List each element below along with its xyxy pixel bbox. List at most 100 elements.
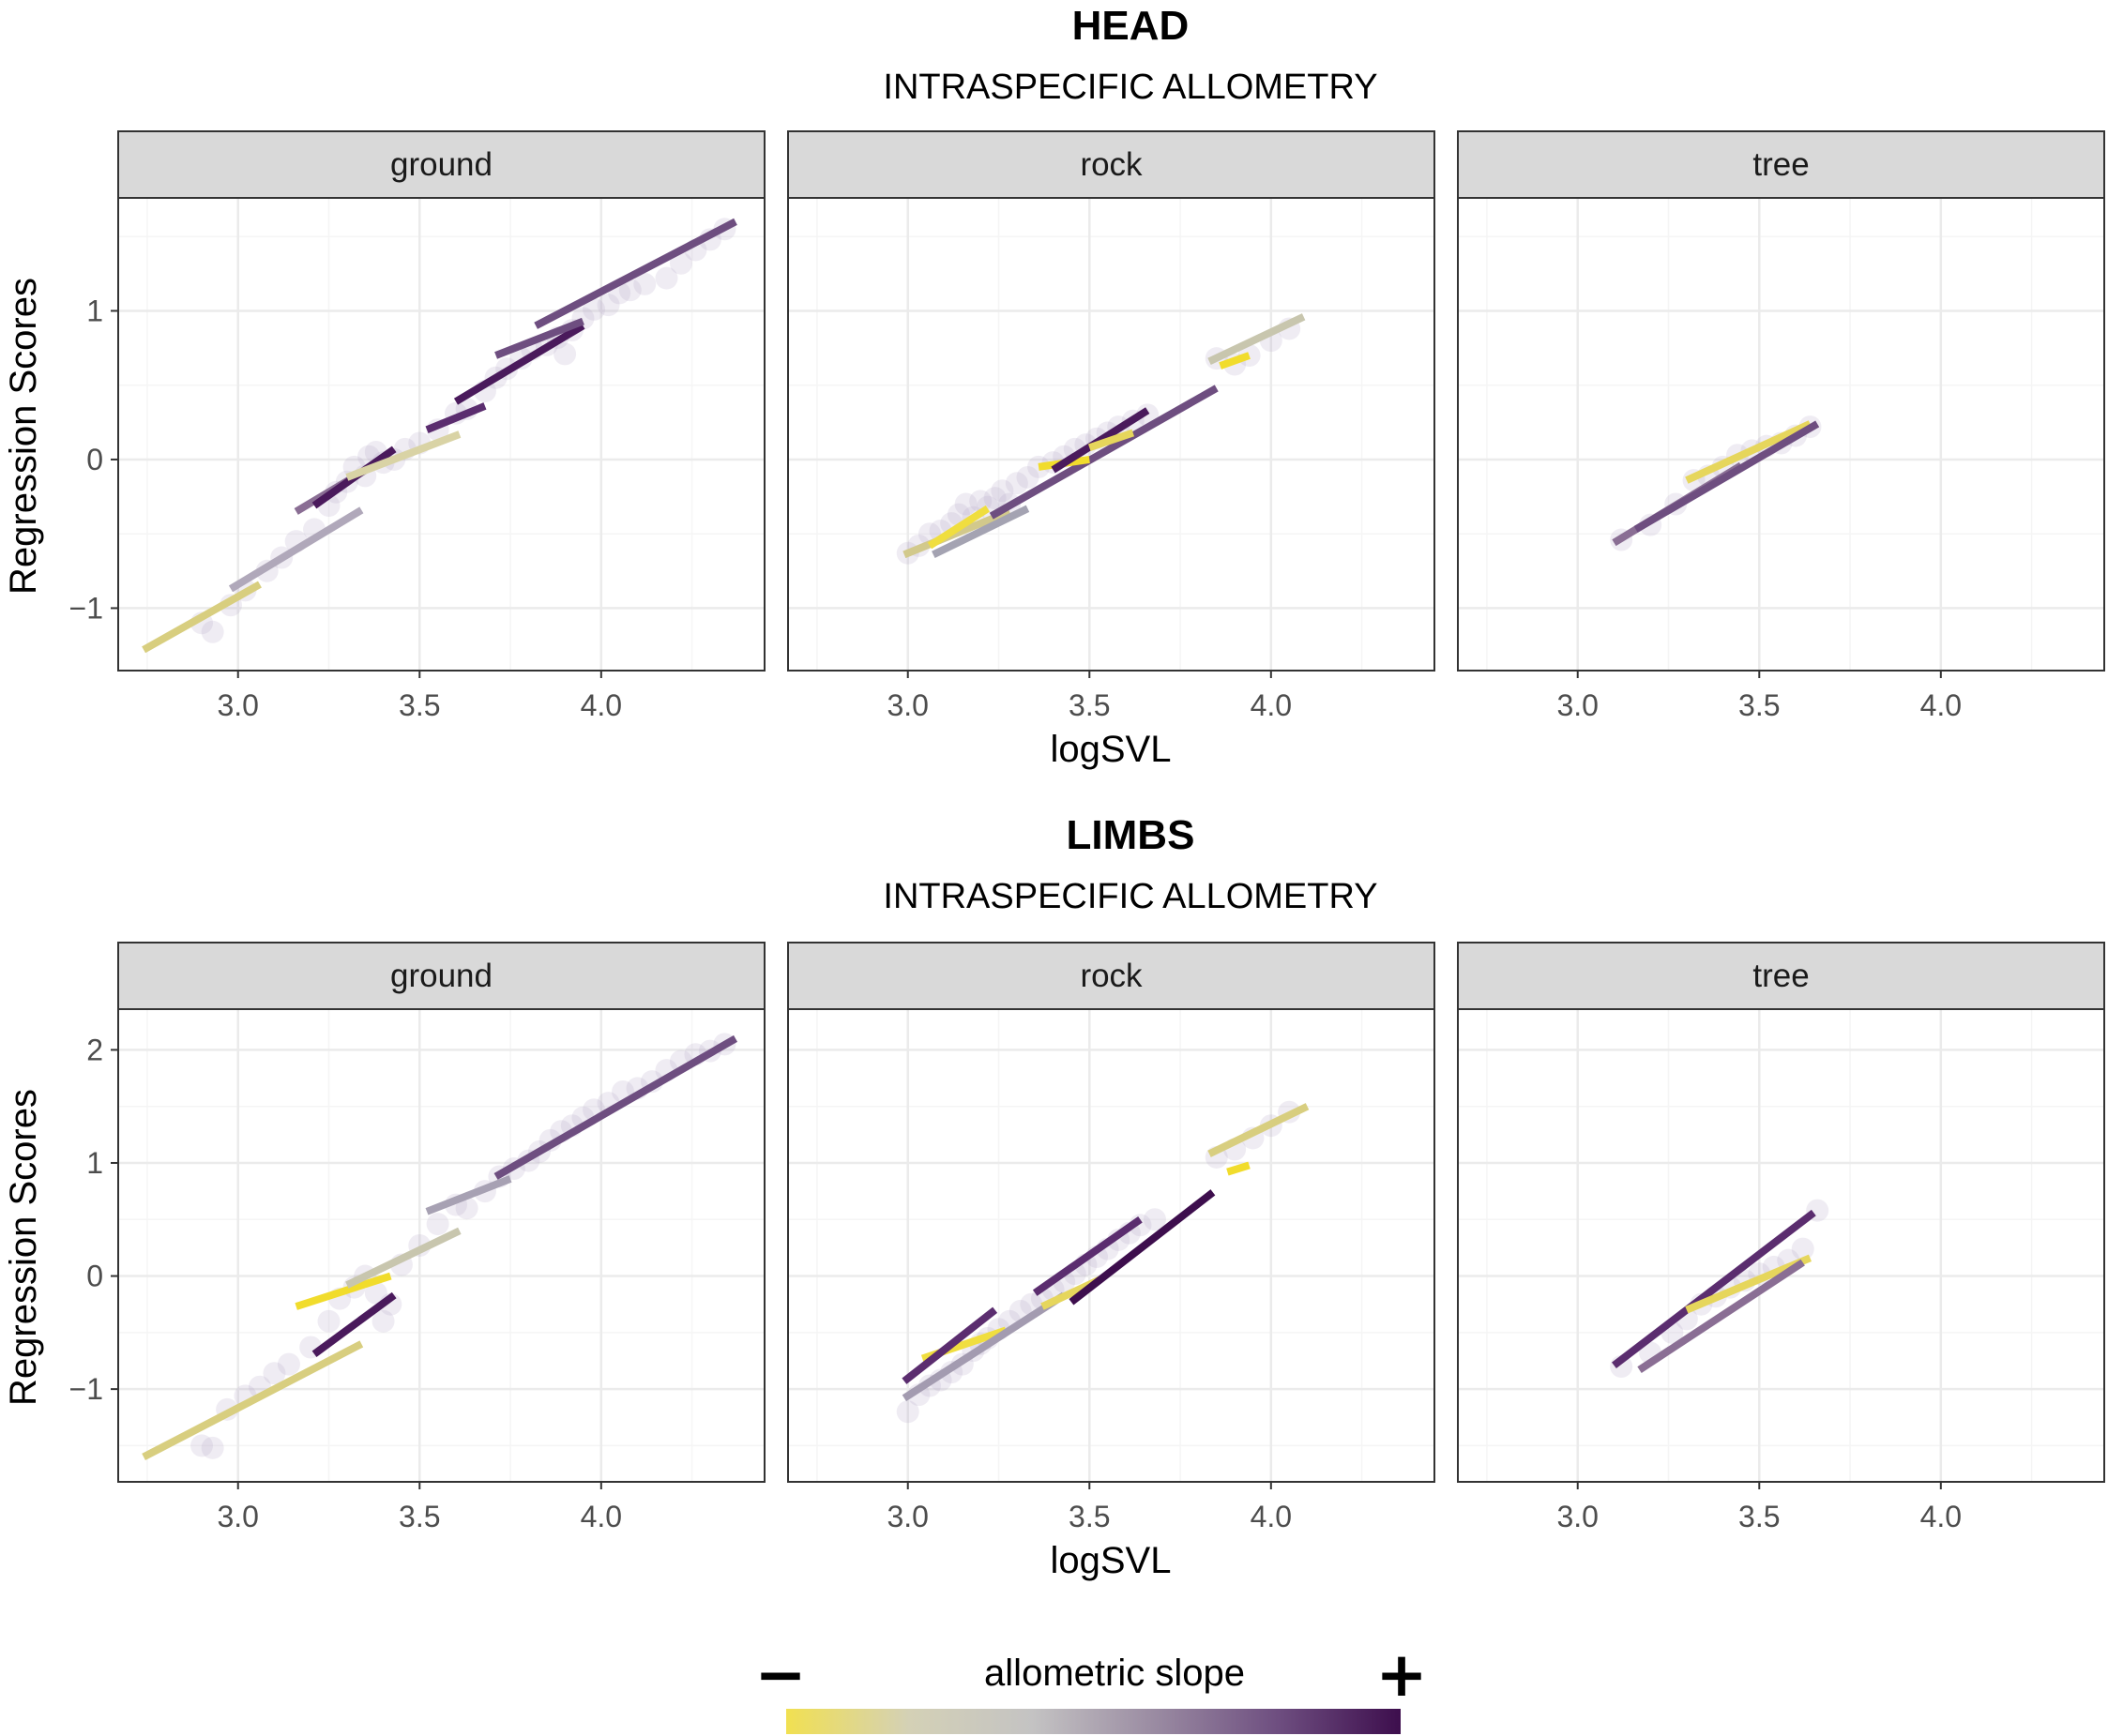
limbs-rock-regression-line (1032, 1215, 1143, 1296)
limbs-tree-x-tick-label: 3.5 (1738, 1500, 1780, 1533)
limbs-ground-y-tick-label: −1 (69, 1372, 103, 1406)
head-tree-regression-line (1633, 420, 1820, 533)
legend-title: allometric slope (984, 1653, 1245, 1694)
limbs-rock-x-tick-label: 3.0 (887, 1500, 928, 1533)
head-ground-x-tick-label: 4.0 (581, 688, 622, 722)
head-ground-data-point (655, 266, 678, 290)
limbs-ground-y-tick-label: 0 (86, 1260, 103, 1293)
head-tree-regression-line (1685, 420, 1812, 484)
limbs-ground-regression-line (425, 1175, 512, 1215)
limbs-tree-x-tick-label: 3.0 (1556, 1500, 1598, 1533)
limbs-ground-y-tick-label: 1 (86, 1146, 103, 1180)
head-ground-data-point (554, 342, 577, 366)
legend-colorbar (786, 1709, 1401, 1734)
head-ground-data-point (669, 251, 692, 275)
limbs-subtitle: INTRASPECIFIC ALLOMETRY (883, 877, 1377, 916)
head-panel-rock: rock 3.0 3.5 4.0 (787, 130, 1435, 722)
limbs-panel-ground: ground 3.0 3.5 4.0 −1 0 1 2 (69, 942, 766, 1533)
limbs-rock-strip (787, 942, 1435, 1010)
head-rock-data-point (983, 487, 1007, 510)
legend-plus-sign: + (1375, 1638, 1427, 1711)
limbs-ground-data-point (201, 1436, 224, 1459)
head-panel-tree: tree 3.0 3.5 4.0 (1457, 130, 2105, 722)
head-y-axis-title: Regression Scores (3, 278, 44, 595)
limbs-ground-x-tick-label: 3.5 (399, 1500, 440, 1533)
legend-minus-sign: − (754, 1638, 806, 1711)
limbs-rock-regression-line (902, 1291, 1067, 1402)
limbs-tree-x-tick-label: 4.0 (1920, 1500, 1962, 1533)
head-tree-x-tick-label: 3.5 (1738, 688, 1780, 722)
limbs-rock-x-tick-label: 4.0 (1251, 1500, 1292, 1533)
head-tree-panel-border (1457, 197, 2105, 672)
limbs-rock-regression-line (1069, 1189, 1216, 1306)
limbs-tree-regression-line (1612, 1209, 1816, 1368)
head-ground-regression-line (494, 317, 584, 359)
limbs-y-axis-title: Regression Scores (3, 1089, 44, 1406)
head-rock-x-tick-label: 3.5 (1069, 688, 1110, 722)
head-tree-x-tick-label: 3.0 (1556, 688, 1598, 722)
limbs-ground-regression-line (295, 1272, 392, 1310)
head-ground-x-tick-label: 3.0 (217, 688, 258, 722)
head-rock-regression-line (1087, 429, 1135, 452)
head-rock-data-point (991, 479, 1014, 503)
head-rock-regression-line (902, 507, 1011, 559)
head-rock-regression-line (1219, 352, 1251, 370)
head-tree-x-tick-label: 4.0 (1920, 688, 1962, 722)
head-ground-regression-line (345, 430, 462, 481)
head-ground-data-point (597, 294, 620, 317)
limbs-title: LIMBS (1067, 812, 1195, 858)
limbs-tree-strip-label: tree (1752, 958, 1809, 994)
limbs-rock-regression-line (1207, 1103, 1310, 1157)
head-rock-panel-border (787, 197, 1435, 672)
limbs-ground-regression-line (142, 1340, 364, 1461)
head-rock-regression-line (1207, 313, 1306, 365)
limbs-rock-plot-background (788, 1009, 1434, 1482)
head-ground-regression-line (425, 402, 487, 433)
head-panel-ground: ground 3.0 3.5 4.0 −1 0 1 (69, 130, 766, 722)
limbs-ground-panel-border (117, 1008, 766, 1483)
limbs-ground-regression-line (345, 1227, 462, 1289)
head-ground-regression-line (453, 322, 585, 405)
head-rock-data-point (954, 492, 978, 516)
limbs-panel-rock: rock 3.0 3.5 4.0 (787, 942, 1435, 1533)
limbs-ground-data-point (277, 1352, 300, 1376)
head-ground-regression-line (534, 218, 737, 329)
head-ground-strip-label: ground (390, 146, 493, 183)
head-rock-data-point (1016, 465, 1039, 489)
head-ground-regression-line (142, 581, 262, 654)
limbs-ground-strip-label: ground (390, 958, 493, 994)
head-rock-strip (787, 130, 1435, 199)
head-rock-regression-line (932, 505, 1030, 558)
limbs-tree-data-point (1791, 1237, 1814, 1260)
limbs-ground-data-point (426, 1213, 449, 1236)
limbs-ground-data-point (455, 1197, 478, 1220)
head-ground-panel-border (117, 197, 766, 672)
limbs-ground-data-point (190, 1434, 214, 1457)
head-rock-regression-line (927, 505, 991, 550)
limbs-ground-y-tick-label: 2 (86, 1033, 103, 1066)
limbs-rock-panel-border (787, 1008, 1435, 1483)
head-ground-y-tick-label: −1 (69, 591, 103, 625)
limbs-rock-regression-line (902, 1306, 998, 1384)
limbs-rock-regression-line (1226, 1161, 1251, 1176)
head-rock-x-tick-label: 4.0 (1251, 688, 1292, 722)
limbs-ground-x-tick-label: 3.0 (217, 1500, 258, 1533)
limbs-ground-data-point (372, 1309, 395, 1333)
limbs-ground-regression-line (493, 1034, 738, 1180)
limbs-ground-data-point (364, 1281, 387, 1305)
limbs-rock-data-point (896, 1400, 919, 1424)
limbs-x-axis-title: logSVL (1051, 1540, 1172, 1581)
head-rock-regression-line (989, 385, 1219, 520)
head-ground-strip (117, 130, 766, 199)
limbs-tree-plot-background (1458, 1009, 2104, 1482)
head-subtitle: INTRASPECIFIC ALLOMETRY (883, 68, 1377, 107)
limbs-ground-data-point (317, 1309, 341, 1333)
head-ground-y-tick-label: 0 (86, 443, 103, 476)
limbs-ground-x-tick-label: 4.0 (581, 1500, 622, 1533)
head-rock-x-tick-label: 3.0 (887, 688, 928, 722)
head-ground-x-tick-label: 3.5 (399, 688, 440, 722)
limbs-ground-strip (117, 942, 766, 1010)
limbs-rock-strip-label: rock (1080, 958, 1143, 994)
limbs-ground-regression-line (311, 1291, 397, 1357)
